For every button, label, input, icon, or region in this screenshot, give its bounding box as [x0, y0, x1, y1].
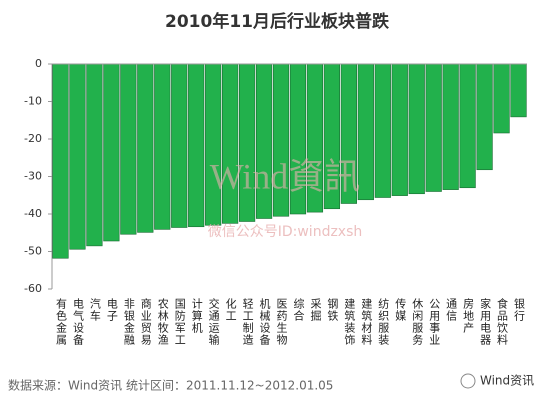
- x-tick-label: 有色金属: [54, 297, 67, 346]
- x-tick-label: 银行: [513, 297, 526, 322]
- bar: [103, 63, 120, 242]
- x-tick-label: 化工: [224, 297, 237, 322]
- x-tick-label: 家用电器: [479, 297, 492, 346]
- bar: [205, 63, 222, 226]
- x-tick-label: 钢铁: [326, 298, 339, 322]
- x-tick-label: 传媒: [394, 298, 407, 322]
- x-tick-label: 商业贸易: [139, 297, 152, 346]
- bar: [442, 63, 459, 190]
- x-tick-label: 休闲服务: [411, 298, 424, 346]
- x-tick-label: 轻工制造: [241, 297, 254, 346]
- y-tick-label: -20: [24, 132, 42, 145]
- x-tick-label: 电气设备: [71, 298, 84, 346]
- x-tick-label: 建筑装饰: [343, 297, 356, 346]
- y-tick-label: -50: [24, 245, 42, 258]
- bar: [238, 63, 256, 222]
- x-tick-label: 建筑材料: [360, 297, 373, 346]
- bar: [52, 63, 69, 259]
- y-tick-label: -30: [24, 170, 42, 183]
- y-tick-label: -10: [24, 95, 42, 108]
- logo-text: Wind资讯: [480, 374, 534, 388]
- bar: [408, 63, 425, 195]
- bar: [374, 63, 391, 198]
- x-tick-label: 计算机: [190, 298, 203, 334]
- chart-title: 2010年11月后行业板块普跌: [165, 11, 390, 32]
- y-tick-label: -40: [24, 207, 42, 220]
- y-tick-label: 0: [35, 57, 42, 70]
- bar: [425, 63, 442, 192]
- x-tick-label: 非银金融: [122, 298, 135, 346]
- bar: [188, 63, 205, 228]
- x-tick-label: 综合: [292, 297, 305, 322]
- bar: [69, 63, 86, 250]
- bar: [137, 63, 154, 233]
- source-note: 数据来源：Wind资讯 统计区间：2011.11.12~2012.01.05: [8, 378, 333, 393]
- bar: [171, 63, 188, 228]
- bar: [86, 63, 103, 247]
- watermark-account: 微信公众号ID:windzxsh: [208, 224, 363, 240]
- bar: [222, 63, 239, 224]
- x-tick-label: 通信: [445, 298, 458, 322]
- bar: [391, 63, 408, 196]
- x-tick-label: 食品饮料: [496, 297, 509, 346]
- bar: [357, 63, 374, 201]
- logo-icon: [460, 373, 476, 389]
- x-tick-label: 采掘: [309, 298, 322, 322]
- watermark-brand: Wind資訊: [210, 156, 361, 196]
- x-tick-label: 公用事业: [428, 298, 441, 346]
- x-tick-label: 医药生物: [275, 298, 288, 346]
- x-tick-label: 房地产: [462, 298, 475, 334]
- bar: [493, 63, 510, 134]
- bar: [510, 63, 527, 118]
- bar: [154, 63, 171, 230]
- bar: [459, 63, 476, 189]
- x-tick-label: 国防军工: [173, 298, 186, 346]
- bar: [120, 63, 137, 235]
- x-tick-label: 电子: [105, 298, 118, 322]
- y-tick-label: -60: [24, 282, 42, 295]
- x-tick-label: 机械设备: [258, 297, 271, 346]
- x-tick-label: 农林牧渔: [156, 297, 169, 346]
- x-tick-label: 交通运输: [207, 297, 220, 346]
- x-tick-label: 汽车: [88, 297, 101, 322]
- bar: [476, 63, 493, 171]
- x-tick-label: 纺织服装: [377, 297, 390, 346]
